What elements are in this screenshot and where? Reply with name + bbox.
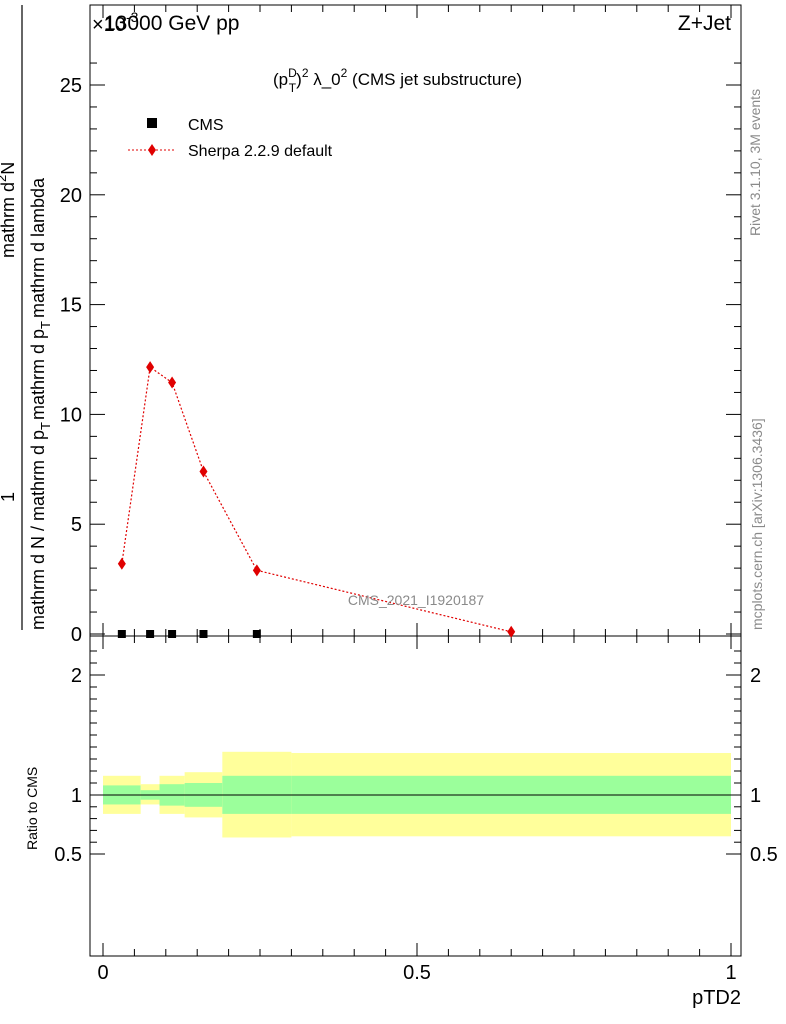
ratio-y-label: Ratio to CMS	[24, 767, 40, 850]
plot-title-p: (p	[273, 70, 288, 89]
y-label-den-sub2: T	[38, 321, 53, 329]
y-label-num-b: N	[0, 162, 18, 175]
y-exponent-base: ×10	[92, 14, 126, 36]
y-exponent-power: -3	[126, 9, 139, 25]
main-y-tick-label: 0	[71, 624, 82, 646]
plot-title-sq2: 2	[341, 66, 348, 80]
ratio-plot-frame	[89, 635, 742, 957]
plot-title-sq: 2	[302, 66, 309, 80]
main-y-tick-label: 20	[60, 185, 82, 207]
y-label-den-sub: T	[38, 422, 53, 430]
main-axes: 0 5 10 15 20 25	[60, 5, 741, 646]
y-label-one: 1	[0, 492, 18, 502]
y-label-den-a: mathrm d N / mathrm d p	[28, 430, 48, 630]
legend-cms-label: CMS	[188, 117, 224, 134]
cms-point	[168, 630, 177, 638]
main-y-tick-label: 10	[60, 404, 82, 426]
mc-series-line	[121, 366, 512, 633]
x-tick-label: 0	[97, 962, 108, 984]
legend-cms-marker	[147, 118, 157, 128]
y-label-denominator: mathrm d N / mathrm d pTmathrm d pTmathr…	[28, 177, 53, 630]
mc-point	[168, 376, 177, 389]
y-label-numerator: mathrm d2N	[0, 162, 18, 258]
plot-title-sub-t: T	[289, 81, 297, 95]
plot-title: (pD T)2 λ_02 (CMS jet substructure)	[273, 66, 522, 95]
y-label-num-a: mathrm d	[0, 182, 18, 258]
main-y-tick-label: 25	[60, 75, 82, 97]
cms-point	[146, 630, 155, 638]
mc-point	[117, 557, 126, 570]
header-right-text: Z+Jet	[678, 12, 731, 35]
ratio-y-tick-label-right: 0.5	[750, 844, 778, 866]
legend-mc-label: Sherpa 2.2.9 default	[188, 143, 333, 160]
plot-title-rest: (CMS jet substructure)	[347, 70, 522, 89]
analysis-watermark: CMS_2021_I1920187	[348, 592, 484, 608]
plot-title-sup-d: D	[288, 66, 297, 80]
ratio-y-tick-label: 0.5	[54, 844, 82, 866]
ratio-y-tick-label: 1	[71, 785, 82, 807]
x-tick-label: 1	[725, 962, 736, 984]
y-label-num-sup: 2	[0, 175, 9, 182]
y-exponent: ×10-3	[92, 9, 139, 36]
cms-point	[117, 630, 126, 638]
x-axis-label: pTD2	[692, 987, 741, 1009]
y-label-den-b: mathrm d p	[28, 329, 48, 420]
main-y-tick-label: 5	[71, 514, 82, 536]
y-label-den-tail: mathrm d lambda	[28, 177, 48, 318]
ratio-y-tick-label-right: 1	[750, 785, 761, 807]
cms-point	[252, 630, 261, 638]
main-plot-frame	[89, 4, 742, 637]
ratio-y-tick-label: 2	[71, 665, 82, 687]
data-series	[117, 630, 261, 638]
main-y-label: mathrm d N / mathrm d pTmathrm d pTmathr…	[0, 5, 53, 630]
mc-point	[507, 625, 516, 638]
cms-point	[199, 630, 208, 638]
mc-point	[252, 564, 261, 577]
plot-title-lambda: λ_0	[309, 70, 341, 89]
x-tick-label: 0.5	[403, 962, 431, 984]
header-left-text: 13000 GeV pp	[104, 12, 239, 35]
plot-title-close: )	[296, 70, 302, 89]
mcplots-info: mcplots.cern.ch [arXiv:1306.3436]	[749, 418, 765, 630]
legend-mc-marker	[148, 144, 156, 156]
ratio-axes: 0.5 0.5 1 1 2 2 0 0.5 1	[54, 636, 778, 984]
mc-series	[117, 361, 516, 638]
mc-point	[146, 361, 155, 374]
main-y-tick-label: 15	[60, 295, 82, 317]
mc-point	[199, 465, 208, 478]
ratio-y-tick-label-right: 2	[750, 665, 761, 687]
rivet-info: Rivet 3.1.10, 3M events	[747, 89, 763, 236]
